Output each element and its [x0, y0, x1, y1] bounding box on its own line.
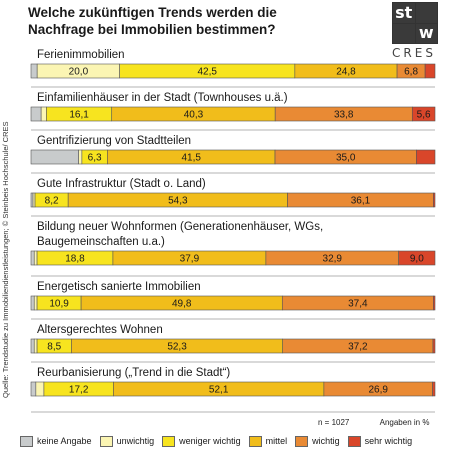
data-label: 9,0 — [410, 254, 424, 265]
category-label: Gute Infrastruktur (Stadt o. Land) — [37, 178, 206, 190]
data-label: 52,3 — [167, 342, 187, 353]
data-label: 54,3 — [168, 196, 188, 207]
unit-note: Angaben in % — [379, 418, 430, 427]
bar-segment — [30, 295, 35, 311]
bar-segment — [411, 106, 436, 122]
bar-segment — [30, 250, 35, 266]
legend-swatch — [162, 435, 176, 447]
bar-segment — [33, 338, 38, 354]
data-label: 8,5 — [47, 342, 61, 353]
bar-segment — [33, 250, 38, 266]
steinbeis-logo: st w CRES — [384, 2, 444, 60]
bar-segment — [33, 295, 38, 311]
data-label: 42,5 — [197, 67, 217, 78]
legend-item: wichtig — [295, 435, 340, 447]
bar-segment — [30, 63, 38, 79]
bar-segment — [432, 381, 436, 397]
legend-swatch — [20, 435, 33, 447]
data-label: 52,1 — [209, 385, 229, 396]
bar-segment — [432, 338, 436, 354]
legend-swatch — [347, 435, 361, 447]
legend-item: mittel — [248, 435, 288, 447]
bar-segment — [416, 149, 436, 165]
logo-mark: st w — [392, 2, 438, 44]
data-label: 37,9 — [180, 254, 200, 265]
data-label: 17,2 — [69, 385, 89, 396]
bar-segment — [433, 192, 436, 208]
bar-segment — [32, 192, 36, 208]
legend-swatch — [295, 435, 309, 447]
data-label: 36,1 — [351, 196, 371, 207]
legend-item: unwichtig — [99, 435, 155, 447]
legend: keine Angabe unwichtig weniger wichtig mitt… — [20, 433, 448, 449]
chart-meta: n = 1027 Angaben in % — [318, 418, 429, 427]
data-label: 6,3 — [88, 153, 102, 164]
legend-swatch — [99, 435, 113, 447]
data-label: 6,8 — [404, 67, 418, 78]
legend-label: sehr wichtig — [364, 436, 413, 446]
data-label: 49,8 — [172, 299, 192, 310]
data-label: 37,4 — [348, 299, 368, 310]
logo-text: CRES — [392, 46, 436, 60]
data-label: 26,9 — [369, 385, 389, 396]
legend-swatch — [248, 435, 262, 447]
data-label: 5,6 — [417, 110, 431, 121]
bar-segment — [433, 295, 436, 311]
legend-label: keine Angabe — [37, 436, 92, 446]
bar-segment — [40, 106, 47, 122]
logo-letter-st: st — [393, 3, 415, 23]
data-label: 32,9 — [323, 254, 343, 265]
data-label: 8,2 — [45, 196, 59, 207]
legend-label: mittel — [265, 436, 288, 446]
chart-title: Welche zukünftigen Trends werden die Nac… — [28, 4, 373, 38]
bar-segment — [30, 192, 34, 208]
data-label: 10,9 — [49, 299, 69, 310]
data-label: 37,2 — [348, 342, 368, 353]
legend-item: sehr wichtig — [347, 435, 413, 447]
legend-label: wichtig — [312, 436, 340, 446]
bar-segment — [35, 381, 45, 397]
sample-size: n = 1027 — [318, 418, 350, 427]
bar-segment — [30, 106, 42, 122]
bar-segment — [30, 381, 37, 397]
logo-letter-w: w — [415, 23, 437, 43]
data-label: 18,8 — [65, 254, 85, 265]
legend-label: weniger wichtig — [179, 436, 241, 446]
category-label: Reurbanisierung („Trend in die Stadt“) — [37, 367, 230, 379]
category-label: Bildung neuer Wohnformen (Generationenhä… — [37, 221, 323, 233]
category-label: Einfamilienhäuser in der Stadt (Townhous… — [37, 92, 288, 104]
category-label: Ferienimmobilien — [37, 49, 125, 61]
bar-segment — [78, 149, 83, 165]
data-label: 35,0 — [336, 153, 356, 164]
data-label: 41,5 — [181, 153, 201, 164]
data-label: 33,8 — [334, 110, 354, 121]
data-label: 40,3 — [184, 110, 204, 121]
legend-item: weniger wichtig — [162, 435, 241, 447]
data-label: 20,0 — [69, 67, 89, 78]
data-label: 16,1 — [69, 110, 89, 121]
category-label: Altersgerechtes Wohnen — [37, 324, 163, 336]
category-label: Energetisch sanierte Immobilien — [37, 281, 201, 293]
data-label: 24,8 — [336, 67, 356, 78]
category-label: Gentrifizierung von Stadtteilen — [37, 135, 191, 147]
bar-segment — [30, 338, 35, 354]
title-line-1: Welche zukünftigen Trends werden die — [28, 5, 277, 20]
bar-segment — [30, 149, 79, 165]
legend-label: unwichtig — [116, 436, 155, 446]
bar-segment — [424, 63, 436, 79]
bar-segment — [398, 250, 436, 266]
title-line-2: Nachfrage bei Immobilien bestimmen? — [28, 22, 276, 37]
category-label: Baugemeinschaften u.a.) — [37, 236, 165, 248]
legend-item: keine Angabe — [20, 435, 92, 447]
